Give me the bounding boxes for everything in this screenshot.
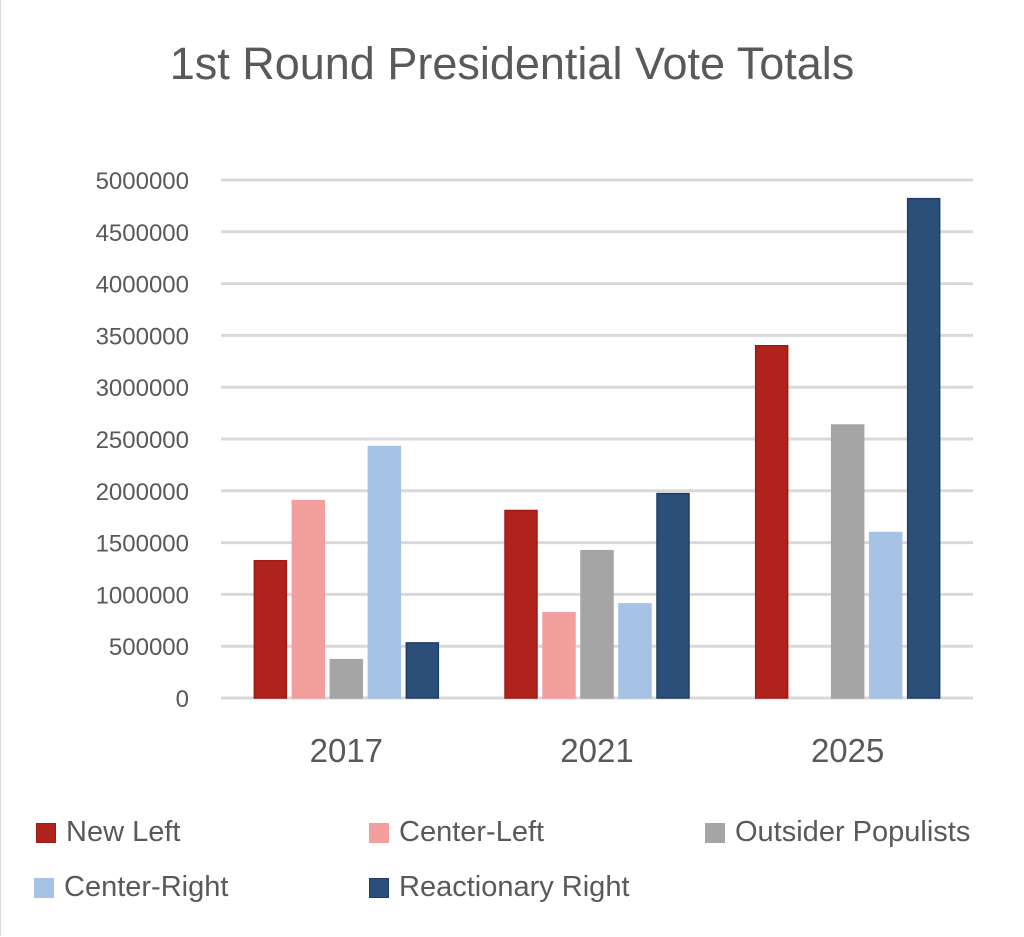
legend-swatch-outsider-populists xyxy=(705,822,725,843)
legend-label: New Left xyxy=(66,816,181,848)
x-axis-categories: 2017 2021 2025 xyxy=(310,732,885,769)
chart-title: 1st Round Presidential Vote Totals xyxy=(169,38,855,89)
y-tick-label: 3000000 xyxy=(96,375,189,402)
bar-center-left-2017 xyxy=(291,499,326,699)
y-tick-label: 4000000 xyxy=(96,272,189,299)
bar-center-left-2021 xyxy=(542,612,576,699)
y-tick-label: 5000000 xyxy=(96,168,189,195)
x-category-label: 2025 xyxy=(811,732,884,769)
legend-swatch-new-left xyxy=(36,822,56,843)
bar-new-left-2025 xyxy=(754,345,789,699)
legend-item-new-left: New Left xyxy=(36,816,180,849)
y-tick-label: 4500000 xyxy=(96,220,189,247)
bar-reactionary-right-2025 xyxy=(906,197,941,699)
bar-new-left-2017 xyxy=(253,559,288,699)
x-category-label: 2021 xyxy=(560,732,633,769)
bar-outsider-populists-2017 xyxy=(329,658,364,699)
y-tick-label: 2000000 xyxy=(96,479,189,506)
y-tick-label: 3500000 xyxy=(96,323,189,350)
bar-reactionary-right-2017 xyxy=(405,642,440,699)
bar-reactionary-right-2021 xyxy=(656,492,690,699)
legend-item-outsider-populists: Outsider Populists xyxy=(705,816,970,849)
y-tick-label: 1500000 xyxy=(96,531,189,558)
legend-label: Reactionary Right xyxy=(399,871,630,903)
legend-item-reactionary-right: Reactionary Right xyxy=(369,871,630,904)
legend-swatch-reactionary-right xyxy=(369,877,389,898)
bar-outsider-populists-2025 xyxy=(830,424,865,699)
legend-item-center-left: Center-Left xyxy=(369,816,544,849)
bar-new-left-2021 xyxy=(504,509,538,699)
bar-center-right-2021 xyxy=(618,603,652,699)
x-category-label: 2017 xyxy=(310,732,383,769)
legend-label: Center-Left xyxy=(399,816,545,848)
y-tick-label: 2500000 xyxy=(96,427,189,454)
legend-label: Center-Right xyxy=(64,871,229,903)
y-tick-label: 0 xyxy=(176,686,189,713)
bar-center-right-2025 xyxy=(868,531,903,699)
bar-outsider-populists-2021 xyxy=(580,549,614,699)
y-tick-label: 500000 xyxy=(109,634,189,661)
y-tick-label: 1000000 xyxy=(96,582,189,609)
legend: New Left Center-Left Outsider Populists … xyxy=(0,808,1024,918)
bar-center-right-2017 xyxy=(367,445,402,699)
legend-swatch-center-right xyxy=(34,877,54,898)
y-axis-ticks: 0 500000 1000000 1500000 2000000 2500000 30000… xyxy=(96,168,189,713)
legend-label: Outsider Populists xyxy=(735,816,971,848)
legend-swatch-center-left xyxy=(369,822,389,843)
legend-item-center-right: Center-Right xyxy=(34,871,228,904)
bars xyxy=(253,197,941,699)
